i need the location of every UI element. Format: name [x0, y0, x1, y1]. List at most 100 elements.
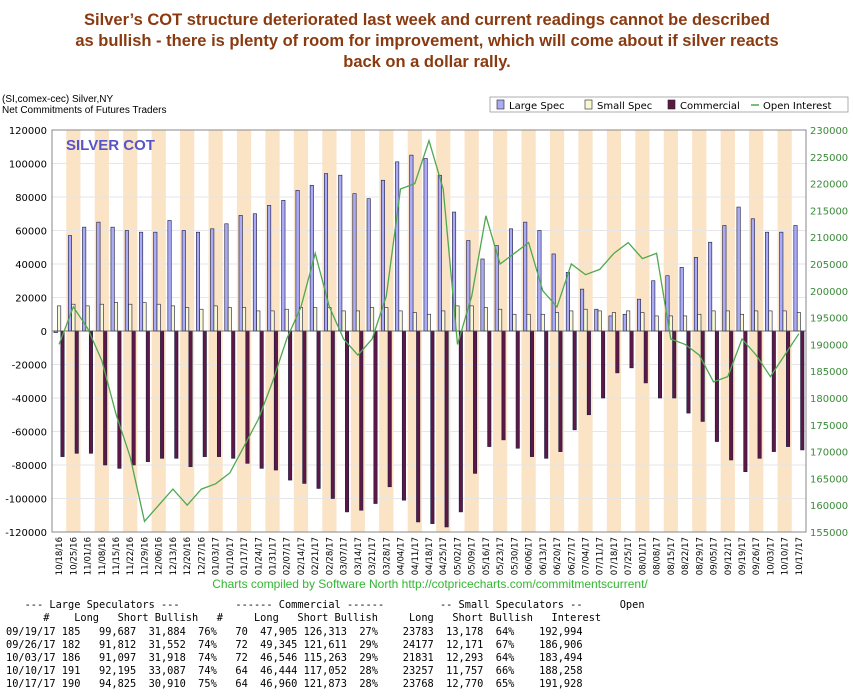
large-spec-bar — [395, 161, 400, 332]
small-spec-bar — [640, 312, 645, 332]
commercial-bar — [601, 330, 606, 399]
small-spec-bar — [114, 302, 119, 332]
y-tick-label-left: -40000 — [12, 394, 47, 405]
y-tick-label-left: 0 — [41, 327, 47, 338]
plot-area: 120000100000800006000040000200000-20000-… — [5, 126, 848, 575]
large-spec-bar — [679, 267, 684, 332]
commercial-bar — [316, 330, 321, 489]
large-spec-bar — [352, 193, 357, 332]
legend-label: Commercial — [680, 101, 740, 112]
x-tick-label: 09/19/17 — [738, 537, 748, 575]
x-tick-label: 02/21/17 — [311, 537, 321, 575]
large-spec-bar — [324, 173, 329, 332]
small-spec-bar — [355, 310, 360, 332]
large-spec-bar — [594, 308, 599, 332]
x-tick-label: 03/07/17 — [340, 537, 350, 575]
large-spec-bar — [167, 220, 172, 332]
plot-border — [51, 129, 807, 533]
large-spec-bar — [110, 226, 115, 332]
x-tick-label: 11/22/16 — [126, 537, 136, 575]
legend-label: Large Spec — [509, 101, 565, 112]
x-tick-label: 01/24/17 — [254, 537, 264, 575]
y-tick-label-left: 60000 — [15, 227, 47, 238]
x-tick-label: 08/29/17 — [695, 537, 705, 575]
large-spec-bar — [580, 288, 585, 332]
commercial-bar — [174, 330, 179, 459]
commercial-bar — [259, 330, 264, 469]
commercial-bar — [188, 330, 193, 467]
small-spec-bar — [441, 310, 446, 332]
large-spec-bar — [409, 154, 414, 332]
small-spec-bar — [654, 315, 659, 332]
y-tick-label-right: 230000 — [810, 126, 848, 137]
commercial-bar — [345, 330, 350, 513]
large-spec-bar — [480, 258, 485, 332]
x-tick-label: 06/20/17 — [553, 537, 563, 575]
y-tick-label-right: 215000 — [810, 206, 848, 217]
small-spec-bar — [540, 313, 545, 332]
large-spec-bar — [622, 313, 627, 332]
y-tick-label-right: 225000 — [810, 153, 848, 164]
x-tick-label: 04/04/17 — [397, 537, 407, 575]
large-spec-bar — [523, 221, 528, 332]
large-spec-bar — [750, 218, 755, 332]
commercial-bar — [771, 330, 776, 452]
small-spec-bar — [683, 315, 688, 332]
commercial-bar — [131, 330, 136, 466]
commercial-bar — [216, 330, 221, 457]
y-tick-label-left: 120000 — [9, 126, 47, 137]
y-tick-label-right: 195000 — [810, 314, 848, 325]
small-spec-bar — [170, 305, 175, 332]
commercial-bar — [686, 330, 691, 414]
commercial-bar — [501, 330, 506, 441]
table-header-columns: # Long Short Bullish # Long Short Bullis… — [6, 612, 602, 624]
large-spec-bar — [96, 221, 101, 332]
small-spec-bar — [739, 313, 744, 332]
inset-title: SILVER COT — [66, 137, 155, 154]
y-tick-label-left: -100000 — [5, 495, 47, 506]
y-tick-label-right: 180000 — [810, 394, 848, 405]
x-tick-label: 04/11/17 — [411, 537, 421, 575]
small-spec-bar — [99, 303, 104, 332]
small-spec-bar — [242, 307, 247, 332]
commercial-bar — [586, 330, 591, 416]
x-tick-label: 12/20/16 — [183, 537, 193, 575]
commercial-bar — [757, 330, 762, 459]
headline-line-1: Silver’s COT structure deteriorated last… — [84, 11, 770, 29]
y-tick-label-right: 175000 — [810, 421, 848, 432]
x-tick-label: 05/02/17 — [453, 537, 463, 575]
x-tick-label: 11/08/16 — [98, 537, 108, 575]
x-tick-label: 07/11/17 — [596, 537, 606, 575]
commercial-bar — [160, 330, 165, 459]
small-spec-bar — [526, 313, 531, 332]
y-tick-label-left: 80000 — [15, 193, 47, 204]
x-tick-label: 05/09/17 — [468, 537, 478, 575]
small-spec-bar — [384, 307, 389, 332]
large-spec-bar — [765, 231, 770, 332]
small-spec-bar — [270, 310, 275, 332]
headline-line-2: as bullish - there is plenty of room for… — [75, 32, 779, 50]
commercial-bar — [800, 330, 805, 451]
small-spec-bar — [555, 312, 560, 332]
small-spec-bar — [412, 312, 417, 332]
large-spec-bar — [565, 272, 570, 332]
commercial-bar — [629, 330, 634, 369]
small-spec-bar — [199, 308, 204, 332]
commercial-bar — [729, 330, 734, 461]
table-row: 10/10/17 191 92,195 33,087 74% 64 46,444… — [6, 665, 583, 677]
chart-credit[interactable]: Charts compiled by Software North http:/… — [212, 577, 648, 591]
small-spec-bar — [57, 305, 62, 332]
x-tick-label: 07/04/17 — [581, 537, 591, 575]
large-spec-bar — [366, 198, 371, 332]
small-spec-bar — [427, 313, 431, 332]
small-spec-bar — [626, 310, 631, 332]
y-tick-label-right: 205000 — [810, 260, 848, 271]
legend-label: Small Spec — [597, 101, 652, 112]
small-spec-bar — [611, 312, 616, 332]
x-tick-label: 12/13/16 — [169, 537, 179, 575]
large-spec-bar — [338, 174, 343, 332]
x-tick-label: 02/28/17 — [325, 537, 335, 575]
commercial-bar — [330, 330, 335, 499]
small-spec-bar — [512, 313, 517, 332]
small-spec-bar — [768, 310, 773, 332]
